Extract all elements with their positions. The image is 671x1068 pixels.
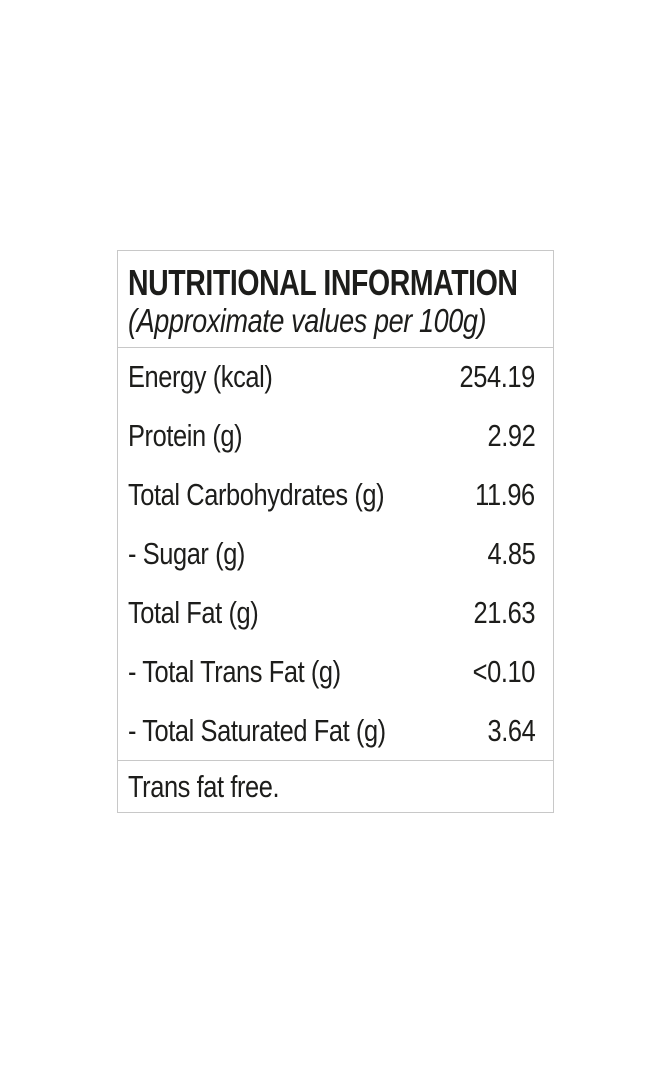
table-title: NUTRITIONAL INFORMATION <box>128 262 518 303</box>
nutrient-name: Protein (g) <box>128 418 243 454</box>
nutrient-value: 21.63 <box>473 594 535 630</box>
nutrient-name: Energy (kcal) <box>128 359 273 395</box>
table-row-saturated-fat: - Total Saturated Fat (g) 3.64 <box>118 701 553 760</box>
table-subtitle: (Approximate values per 100g) <box>128 302 487 339</box>
table-header: NUTRITIONAL INFORMATION (Approximate val… <box>118 251 553 348</box>
table-row-total-fat: Total Fat (g) 21.63 <box>118 583 553 642</box>
nutrient-value: 11.96 <box>475 477 535 513</box>
nutrient-name: - Sugar (g) <box>128 536 245 571</box>
nutrient-name: Total Fat (g) <box>128 594 259 630</box>
nutrient-value: 254.19 <box>459 359 536 395</box>
nutrient-value: <0.10 <box>472 653 536 689</box>
table-body: Energy (kcal) 254.19 Protein (g) 2.92 To… <box>118 348 553 760</box>
nutrient-value: 2.92 <box>487 418 535 454</box>
table-footer: Trans fat free. <box>118 760 553 812</box>
nutrient-value: 3.64 <box>487 712 535 748</box>
nutrition-facts-table: NUTRITIONAL INFORMATION (Approximate val… <box>117 250 554 813</box>
table-row-sugar: - Sugar (g) 4.85 <box>118 525 553 584</box>
nutrient-name: - Total Trans Fat (g) <box>128 653 341 689</box>
nutrient-name: Total Carbohydrates (g) <box>128 477 385 513</box>
table-row-protein: Protein (g) 2.92 <box>118 407 553 466</box>
nutrient-name: - Total Saturated Fat (g) <box>128 712 386 748</box>
table-row-trans-fat: - Total Trans Fat (g) <0.10 <box>118 642 553 701</box>
nutrient-value: 4.85 <box>487 536 535 571</box>
table-row-carbohydrates: Total Carbohydrates (g) 11.96 <box>118 466 553 525</box>
table-row-energy: Energy (kcal) 254.19 <box>118 348 553 407</box>
footer-note: Trans fat free. <box>128 768 280 804</box>
